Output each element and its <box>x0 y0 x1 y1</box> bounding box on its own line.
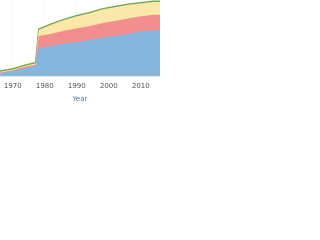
chart: Year 1970 1980 1990 2000 2010 <box>0 0 160 103</box>
x-tick-label: 2010 <box>132 82 150 90</box>
x-tick-label: 1970 <box>4 82 22 90</box>
x-axis-label: Year <box>72 95 88 103</box>
x-tick-label: 2000 <box>100 82 118 90</box>
area <box>0 0 160 72</box>
x-tick-label: 1980 <box>36 82 54 90</box>
x-tick-label: 1990 <box>68 82 86 90</box>
